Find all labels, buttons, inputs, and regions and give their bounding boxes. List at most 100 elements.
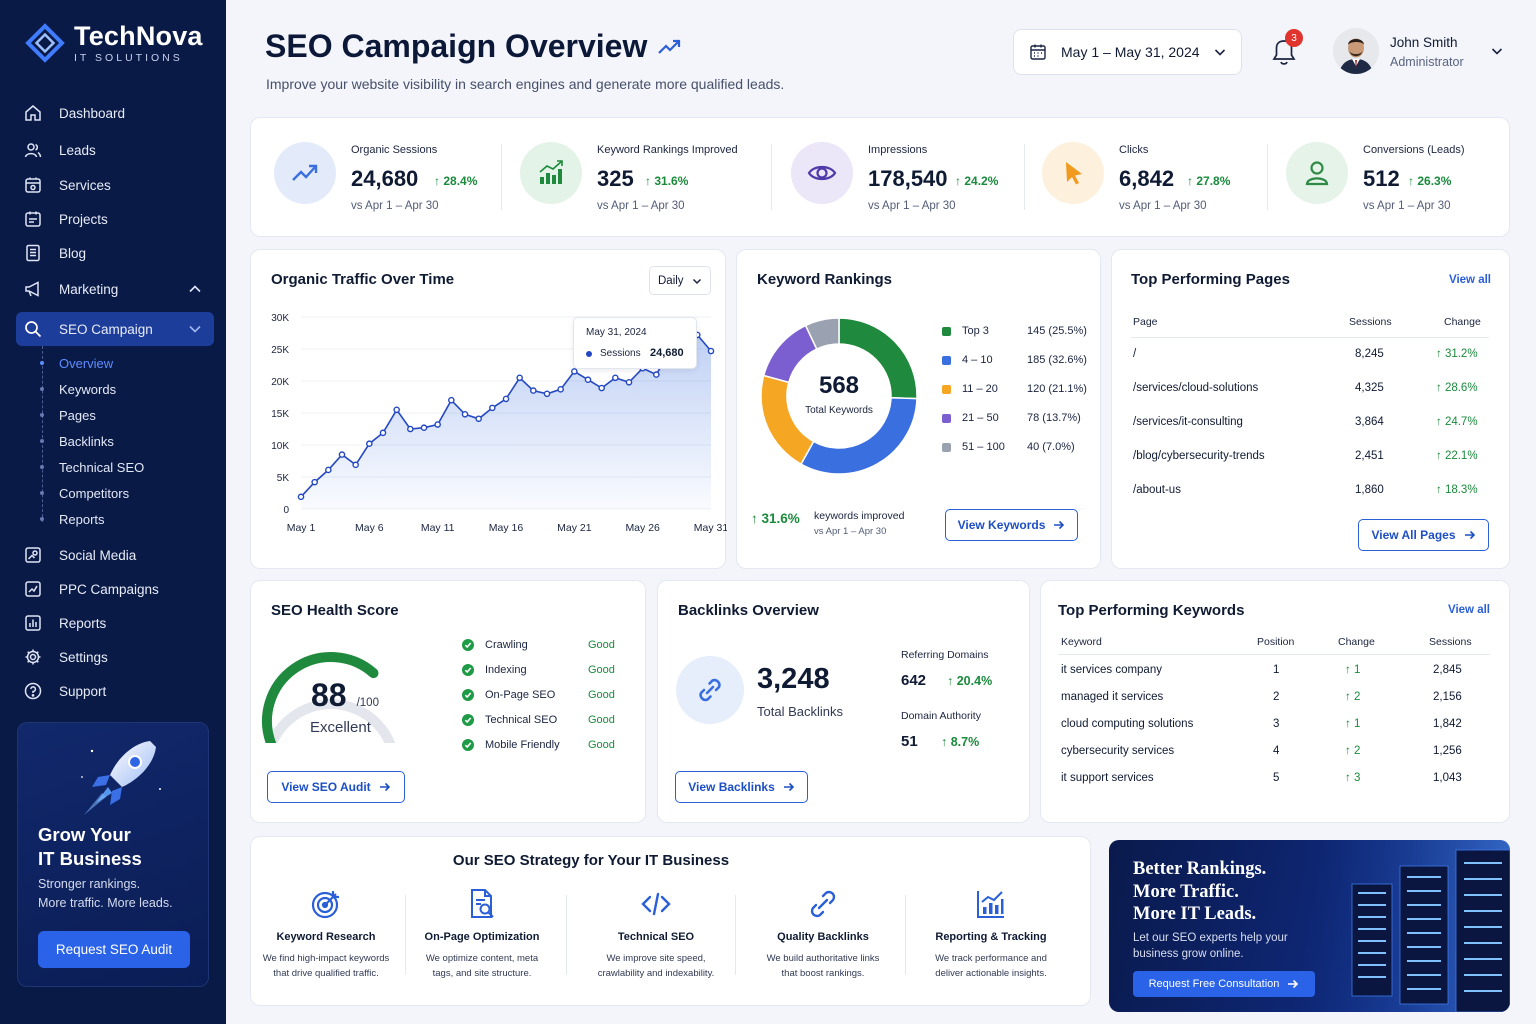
table-row[interactable]: /blog/cybersecurity-trends 2,451 ↑ 22.1% [1112,450,1511,472]
sidebar-item-dashboard[interactable]: Dashboard [16,96,214,130]
page-path: /blog/cybersecurity-trends [1133,450,1265,462]
subnav-item-keywords[interactable]: Keywords [32,376,214,402]
sidebar-item-social-media[interactable]: Social Media [16,538,214,572]
view-all-pages-button[interactable]: View All Pages [1358,519,1489,551]
view-seo-audit-button[interactable]: View SEO Audit [267,771,405,803]
kpi-conversions[interactable]: Conversions (Leads) 512 ↑ 26.3% vs Apr 1… [1286,118,1496,236]
health-check-label: Indexing [485,664,527,676]
top-pages-view-all-link[interactable]: View all [1449,274,1491,286]
traffic-point[interactable] [325,466,332,474]
sidebar-item-projects[interactable]: Projects [16,202,214,236]
domain-authority-change-value: 8.7% [950,735,980,749]
brand-logo[interactable]: TechNova IT SOLUTIONS [24,22,203,64]
table-row[interactable]: managed it services 2 ↑ 2 2,156 [1041,691,1511,711]
sidebar-item-blog[interactable]: Blog [16,236,214,270]
health-check-label: Crawling [485,639,528,651]
sidebar-item-ppc-campaigns[interactable]: PPC Campaigns [16,572,214,606]
traffic-point[interactable] [707,347,715,355]
top-keywords-view-all-link[interactable]: View all [1448,604,1490,616]
request-free-consultation-button[interactable]: Request Free Consultation [1133,971,1315,997]
strategy-desc-line: We optimize content, meta [425,953,539,964]
subnav-item-competitors[interactable]: Competitors [32,480,214,506]
traffic-point[interactable] [584,376,592,384]
traffic-point[interactable] [557,386,564,393]
traffic-point[interactable] [571,368,578,375]
legend-label: Top 3 [962,325,989,337]
table-row[interactable]: / 8,245 ↑ 31.2% [1112,348,1511,370]
view-backlinks-button[interactable]: View Backlinks [675,771,808,803]
kpi-keyword-rankings-improved[interactable]: Keyword Rankings Improved 325 ↑ 31.6% vs… [520,118,770,236]
x-tick-label: May 1 [287,522,316,534]
promo-text-line-2: More traffic. More leads. [38,896,173,910]
view-keywords-button[interactable]: View Keywords [945,509,1078,541]
traffic-point[interactable] [379,429,387,437]
period-select[interactable]: Daily [649,266,711,295]
kpi-organic-sessions[interactable]: Organic Sessions 24,680 ↑ 28.4% vs Apr 1… [274,118,504,236]
health-rating: Excellent [310,719,371,736]
subnav-item-overview[interactable]: Overview [32,350,214,376]
traffic-point[interactable] [297,493,305,501]
table-row[interactable]: /about-us 1,860 ↑ 18.3% [1112,484,1511,506]
user-name: John Smith [1390,35,1458,50]
table-row[interactable]: it support services 5 ↑ 3 1,043 [1041,772,1511,792]
traffic-point[interactable] [393,406,400,414]
traffic-point[interactable] [407,425,414,433]
sidebar-item-leads[interactable]: Leads [16,133,214,167]
sidebar-item-seo-campaign[interactable]: SEO Campaign [16,312,214,346]
sidebar-item-support[interactable]: Support [16,674,214,708]
col-header-change: Change [1338,636,1375,648]
report-chart-icon [974,887,1008,921]
strategy-divider [905,895,906,975]
traffic-point[interactable] [598,384,605,392]
table-row[interactable]: /services/it-consulting 3,864 ↑ 24.7% [1112,416,1511,438]
table-row[interactable]: it services company 1 ↑ 1 2,845 [1041,664,1511,684]
kpi-icon-circle [791,142,853,204]
traffic-point[interactable] [489,404,496,412]
sidebar-item-services[interactable]: Services [16,168,214,202]
traffic-point[interactable] [502,395,510,403]
traffic-point[interactable] [434,421,441,428]
subnav-item-reports[interactable]: Reports [32,506,214,532]
y-tick-label: 5K [277,473,290,484]
traffic-point[interactable] [612,374,619,382]
kpi-impressions[interactable]: Impressions 178,540 ↑ 24.2% vs Apr 1 – A… [791,118,1021,236]
donut-slice[interactable] [804,317,840,351]
sidebar-item-marketing[interactable]: Marketing [16,272,214,306]
kpi-clicks[interactable]: Clicks 6,842 ↑ 27.8% vs Apr 1 – Apr 30 [1042,118,1272,236]
chevron-down-icon[interactable] [188,322,202,336]
kpi-change-value: 27.8% [1196,174,1231,188]
avatar-portrait [1333,28,1379,74]
tooltip-label: Sessions [600,348,641,359]
traffic-point[interactable] [530,387,537,394]
traffic-point[interactable] [516,374,523,382]
traffic-point[interactable] [543,390,551,398]
traffic-point[interactable] [448,396,455,404]
legend-label: 51 – 100 [962,441,1005,453]
subnav-item-pages[interactable]: Pages [32,402,214,428]
traffic-point[interactable] [352,461,359,469]
traffic-point[interactable] [311,478,318,486]
top-keywords-card: Top Performing Keywords View all Keyword… [1040,580,1510,823]
traffic-point[interactable] [625,378,633,386]
chevron-up-icon[interactable] [188,282,202,296]
date-range-picker[interactable]: May 1 – May 31, 2024 [1013,29,1242,75]
traffic-point[interactable] [461,410,469,418]
keyword-rankings-legend: Top 3 145 (25.5%) 4 – 10 185 (32.6%) 11 – 20… [942,325,1092,465]
traffic-point[interactable] [366,440,373,448]
traffic-point[interactable] [420,424,428,432]
traffic-point[interactable] [475,415,482,423]
sidebar-item-reports[interactable]: Reports [16,606,214,640]
traffic-point[interactable] [338,451,346,458]
table-row[interactable]: /services/cloud-solutions 4,325 ↑ 28.6% [1112,382,1511,404]
table-row[interactable]: cloud computing solutions 3 ↑ 1 1,842 [1041,718,1511,738]
page-title: SEO Campaign Overview [265,28,683,65]
bell-icon[interactable] [1268,34,1300,68]
traffic-point[interactable] [653,371,660,378]
chevron-down-icon[interactable] [1490,44,1504,58]
table-row[interactable]: cybersecurity services 4 ↑ 2 1,256 [1041,745,1511,765]
sidebar-item-settings[interactable]: Settings [16,640,214,674]
subnav-item-backlinks[interactable]: Backlinks [32,428,214,454]
avatar[interactable] [1333,28,1379,74]
request-seo-audit-button[interactable]: Request SEO Audit [38,931,190,968]
subnav-item-technical-seo[interactable]: Technical SEO [32,454,214,480]
